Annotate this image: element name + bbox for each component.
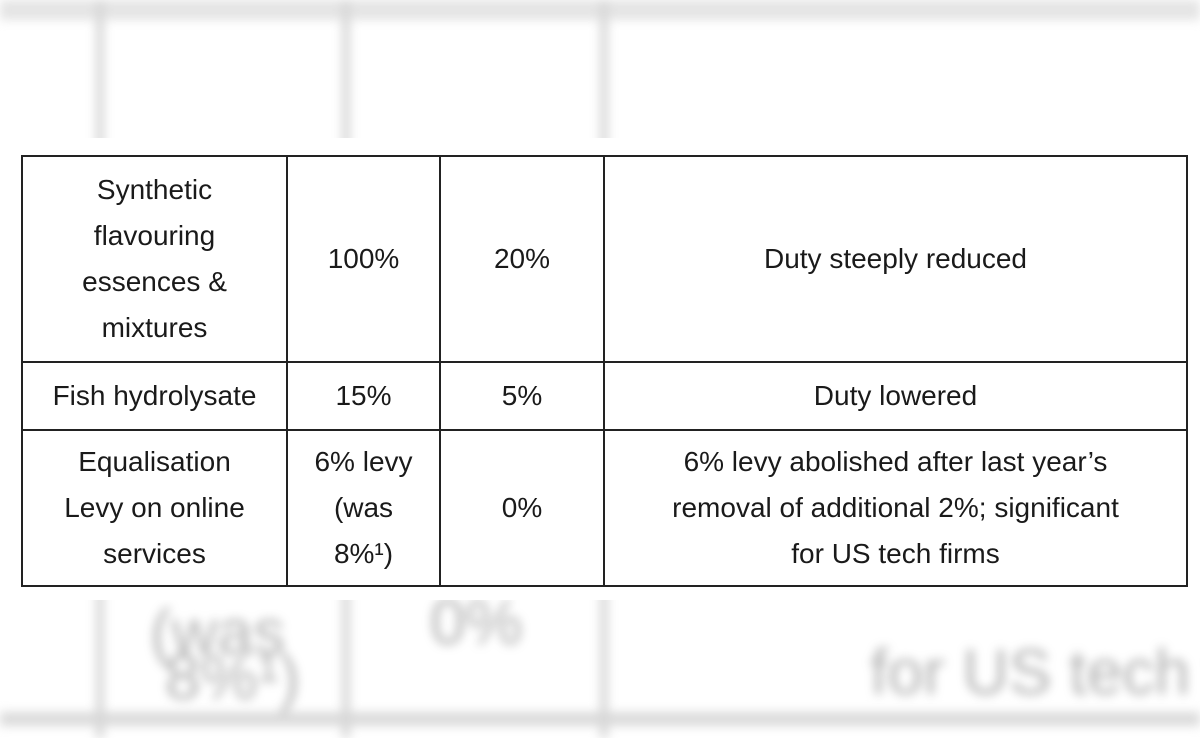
remark-text: 6% levy abolished after last year’s bbox=[683, 446, 1108, 477]
background-text-fragment: (was bbox=[150, 596, 286, 668]
remark-cell: Duty lowered bbox=[603, 361, 1188, 431]
remark-text: Duty steeply reduced bbox=[763, 243, 1028, 274]
duty-table: Synthetic flavouring essences & mixtures… bbox=[21, 155, 1188, 587]
item-cell: Synthetic flavouring essences & mixtures bbox=[21, 155, 288, 363]
item-text: services bbox=[103, 538, 206, 569]
item-cell: Fish hydrolysate bbox=[21, 361, 288, 431]
item-text: Synthetic bbox=[96, 174, 213, 205]
new-rate-text: 0% bbox=[501, 492, 543, 523]
background-text-fragment: 0% bbox=[430, 586, 523, 658]
background-text-fragment: 8%¹) bbox=[165, 641, 301, 713]
new-rate-cell: 5% bbox=[439, 361, 605, 431]
new-rate-text: 5% bbox=[501, 380, 543, 411]
item-text: Equalisation bbox=[78, 446, 231, 477]
old-rate-cell: 6% levy (was 8%¹) bbox=[286, 429, 441, 587]
old-rate-text: 100% bbox=[327, 243, 400, 274]
remark-text: removal of additional 2%; significant bbox=[672, 492, 1119, 523]
item-text: Levy on online bbox=[64, 492, 245, 523]
remark-cell: Duty steeply reduced bbox=[603, 155, 1188, 363]
old-rate-text: 6% levy bbox=[314, 446, 413, 477]
background-text-fragment: for US tech fi bbox=[870, 636, 1200, 708]
table-panel: Synthetic flavouring essences & mixtures… bbox=[0, 138, 1200, 600]
new-rate-text: 20% bbox=[493, 243, 551, 274]
table-row: Synthetic flavouring essences & mixtures… bbox=[21, 155, 1188, 363]
item-cell: Equalisation Levy on online services bbox=[21, 429, 288, 587]
remark-text: Duty lowered bbox=[813, 380, 978, 411]
remark-text: for US tech firms bbox=[791, 538, 1000, 569]
remark-cell: 6% levy abolished after last year’s remo… bbox=[603, 429, 1188, 587]
table-row: Equalisation Levy on online services 6% … bbox=[21, 429, 1188, 587]
item-text: flavouring bbox=[93, 220, 216, 251]
old-rate-cell: 100% bbox=[286, 155, 441, 363]
item-text: mixtures bbox=[101, 312, 208, 343]
old-rate-text: (was bbox=[333, 492, 394, 523]
table-row: Fish hydrolysate 15% 5% Duty lowered bbox=[21, 361, 1188, 431]
item-text: essences & bbox=[82, 266, 227, 297]
new-rate-cell: 20% bbox=[439, 155, 605, 363]
old-rate-text: 15% bbox=[335, 380, 392, 411]
new-rate-cell: 0% bbox=[439, 429, 605, 587]
old-rate-text: 8%¹) bbox=[333, 538, 394, 569]
old-rate-cell: 15% bbox=[286, 361, 441, 431]
item-text: Fish hydrolysate bbox=[52, 380, 257, 411]
